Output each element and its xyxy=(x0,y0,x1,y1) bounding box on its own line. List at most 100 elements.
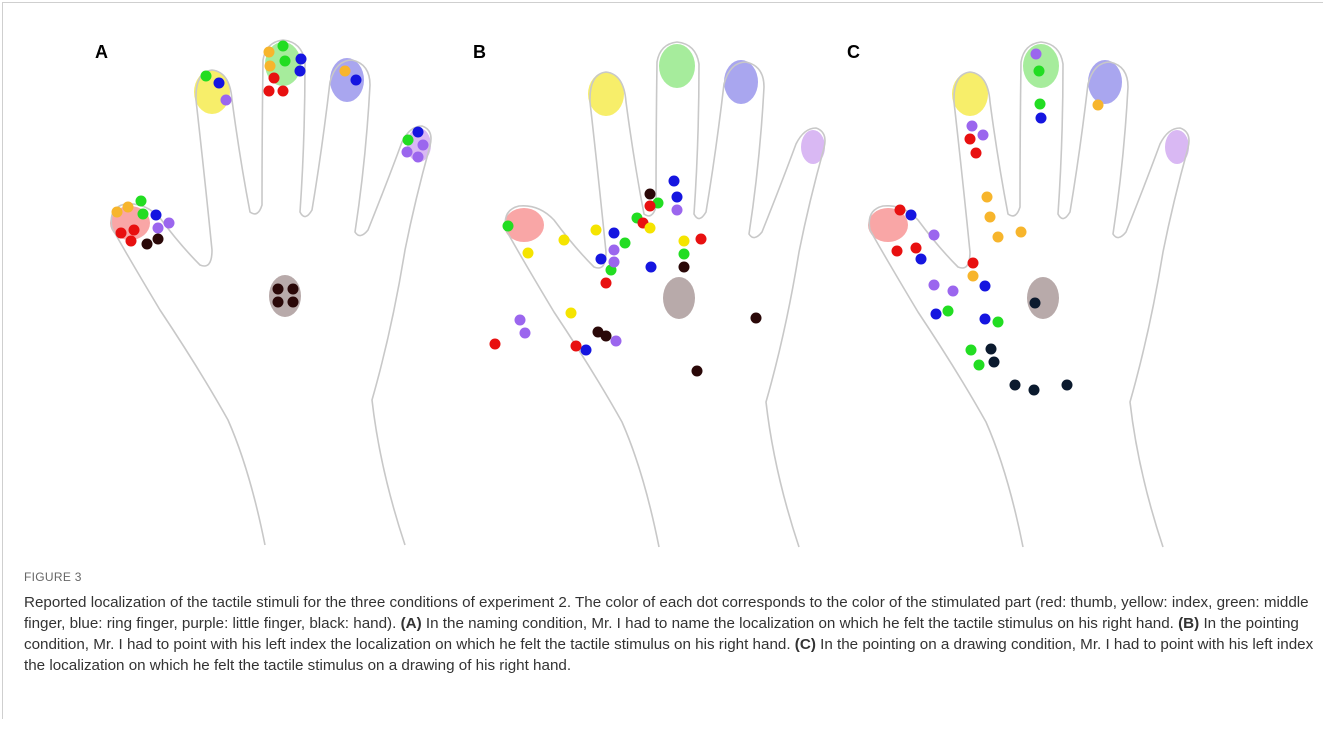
dot xyxy=(1030,298,1041,309)
dot xyxy=(288,284,299,295)
dot xyxy=(340,66,351,77)
dot xyxy=(895,205,906,216)
dot xyxy=(221,95,232,106)
dot xyxy=(989,357,1000,368)
dot xyxy=(968,258,979,269)
dot xyxy=(672,205,683,216)
dot xyxy=(1016,227,1027,238)
dot xyxy=(672,192,683,203)
dot xyxy=(153,223,164,234)
dot xyxy=(138,209,149,220)
dot xyxy=(609,228,620,239)
dot xyxy=(906,210,917,221)
panel-label: A xyxy=(95,42,108,62)
dot xyxy=(993,317,1004,328)
panel-label: B xyxy=(473,42,486,62)
dot xyxy=(971,148,982,159)
dot xyxy=(601,278,612,289)
dot xyxy=(993,232,1004,243)
dot xyxy=(943,306,954,317)
dot xyxy=(403,135,414,146)
dot xyxy=(646,262,657,273)
dot xyxy=(1034,66,1045,77)
dot xyxy=(967,121,978,132)
dot xyxy=(126,236,137,247)
dot xyxy=(645,223,656,234)
caption-text: In the naming condition, Mr. I had to na… xyxy=(426,615,1174,632)
dot xyxy=(269,73,280,84)
dot xyxy=(1035,99,1046,110)
dot xyxy=(129,225,140,236)
dot xyxy=(278,86,289,97)
dot xyxy=(136,196,147,207)
dot xyxy=(418,140,429,151)
dot xyxy=(1031,49,1042,60)
dot xyxy=(982,192,993,203)
dot xyxy=(112,207,123,218)
dot xyxy=(985,212,996,223)
dot xyxy=(503,221,514,232)
dot xyxy=(679,262,690,273)
dot xyxy=(264,86,275,97)
dot xyxy=(413,152,424,163)
dot xyxy=(596,254,607,265)
dot xyxy=(123,202,134,213)
dot xyxy=(980,281,991,292)
dot xyxy=(980,314,991,325)
dot xyxy=(296,54,307,65)
dot xyxy=(966,345,977,356)
dot xyxy=(669,176,680,187)
dot xyxy=(751,313,762,324)
caption-panel-label: (A) xyxy=(401,615,422,632)
dot xyxy=(116,228,127,239)
dot xyxy=(273,297,284,308)
dot xyxy=(151,210,162,221)
dot xyxy=(620,238,631,249)
dot xyxy=(566,308,577,319)
dot xyxy=(214,78,225,89)
dot xyxy=(968,271,979,282)
dot xyxy=(278,41,289,52)
figure-image: A B C xyxy=(0,0,1328,560)
dot xyxy=(931,309,942,320)
dot xyxy=(611,336,622,347)
dot xyxy=(351,75,362,86)
dot xyxy=(645,201,656,212)
dot xyxy=(679,249,690,260)
dot xyxy=(581,345,592,356)
figure-label: FIGURE 3 xyxy=(24,570,82,584)
dot xyxy=(645,189,656,200)
dot xyxy=(142,239,153,250)
dot xyxy=(402,147,413,158)
dot xyxy=(986,344,997,355)
dot xyxy=(288,297,299,308)
dot xyxy=(965,134,976,145)
caption-panel-label: (C) xyxy=(795,636,816,653)
hand-drawing xyxy=(110,40,431,545)
dot xyxy=(490,339,501,350)
dot xyxy=(609,257,620,268)
dot xyxy=(295,66,306,77)
dot xyxy=(916,254,927,265)
caption: Reported localization of the tactile sti… xyxy=(24,592,1314,676)
dot xyxy=(692,366,703,377)
dot xyxy=(929,280,940,291)
dot xyxy=(280,56,291,67)
dot xyxy=(911,243,922,254)
dot xyxy=(978,130,989,141)
dot xyxy=(1029,385,1040,396)
dot xyxy=(1093,100,1104,111)
dot xyxy=(1036,113,1047,124)
page: {"figure_label": "FIGURE 3", "caption_in… xyxy=(0,0,1328,735)
dot xyxy=(892,246,903,257)
dot xyxy=(559,235,570,246)
dot xyxy=(696,234,707,245)
dot xyxy=(164,218,175,229)
dot xyxy=(591,225,602,236)
dot xyxy=(264,47,275,58)
dot xyxy=(929,230,940,241)
dot xyxy=(273,284,284,295)
dot xyxy=(1010,380,1021,391)
dot xyxy=(601,331,612,342)
dot xyxy=(413,127,424,138)
